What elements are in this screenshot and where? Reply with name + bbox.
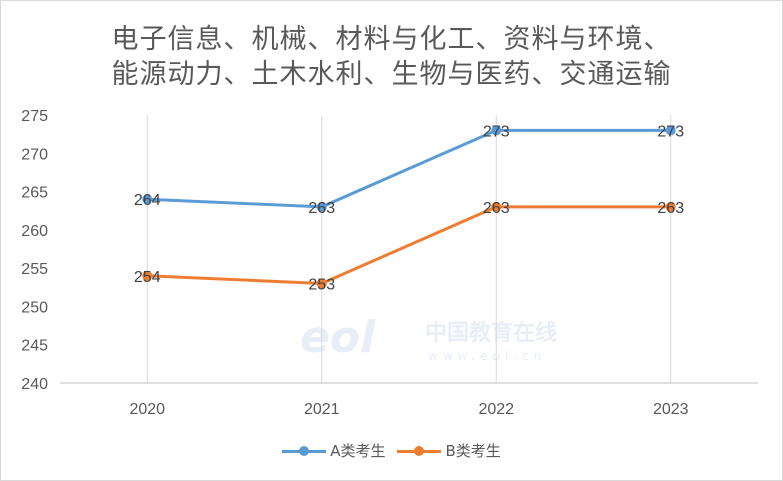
data-point[interactable] [491, 125, 502, 136]
chart-title-line-1: 电子信息、机械、材料与化工、资料与环境、 [111, 24, 672, 55]
data-point[interactable] [316, 278, 327, 289]
data-point[interactable] [665, 125, 676, 136]
y-tick-label: 245 [21, 338, 48, 355]
legend-label-b: B类考生 [445, 442, 501, 460]
data-label: 254 [134, 269, 161, 286]
data-label: 263 [657, 200, 684, 217]
y-tick-label: 240 [21, 376, 48, 393]
series-layer: 264 263 273 273 254 253 263 263 [134, 123, 684, 293]
y-tick-label: 275 [21, 108, 48, 125]
watermark-cn-text: 中国教育在线 [425, 320, 557, 346]
series-line-0 [147, 128, 671, 209]
y-tick-label: 270 [21, 146, 48, 163]
data-point[interactable] [665, 201, 676, 212]
x-tick-label: 2023 [653, 401, 689, 418]
x-tick-label: 2020 [129, 401, 165, 418]
x-axis: 2020 2021 2022 2023 [129, 401, 688, 418]
data-label: 263 [483, 200, 510, 217]
data-label: 273 [657, 123, 684, 140]
series-0: 264 263 273 273 [134, 123, 684, 217]
y-tick-label: 265 [21, 185, 48, 202]
watermark-brand: eol [300, 312, 376, 363]
chart-title-line-2: 能源动力、土木水利、生物与医药、交通运输 [111, 59, 672, 90]
watermark-logo: eol 中国教育在线 www.eol.cn [300, 312, 557, 363]
legend: A类考生 B类考生 [0, 440, 783, 461]
y-tick-label: 260 [21, 223, 48, 240]
legend-swatch-b [397, 445, 442, 457]
data-point[interactable] [316, 201, 327, 212]
series-1: 254 253 263 263 [134, 200, 684, 294]
data-point[interactable] [142, 194, 153, 205]
data-label: 253 [308, 276, 335, 293]
data-label: 273 [483, 123, 510, 140]
series-line-1 [147, 205, 671, 285]
data-point[interactable] [142, 270, 153, 281]
data-point[interactable] [491, 201, 502, 212]
y-tick-label: 255 [21, 261, 48, 278]
legend-item-a[interactable]: A类考生 [282, 440, 385, 461]
grid-layer [146, 115, 672, 383]
y-tick-label: 250 [21, 299, 48, 316]
data-label: 263 [308, 200, 335, 217]
legend-swatch-a [282, 445, 327, 457]
legend-label-a: A类考生 [330, 442, 386, 460]
watermark-url: www.eol.cn [428, 349, 546, 363]
x-tick-label: 2022 [478, 401, 514, 418]
legend-item-b[interactable]: B类考生 [397, 440, 501, 461]
data-label: 264 [134, 192, 161, 209]
y-axis: 240 245 250 255 260 265 270 275 [21, 108, 48, 393]
x-tick-label: 2021 [304, 401, 340, 418]
